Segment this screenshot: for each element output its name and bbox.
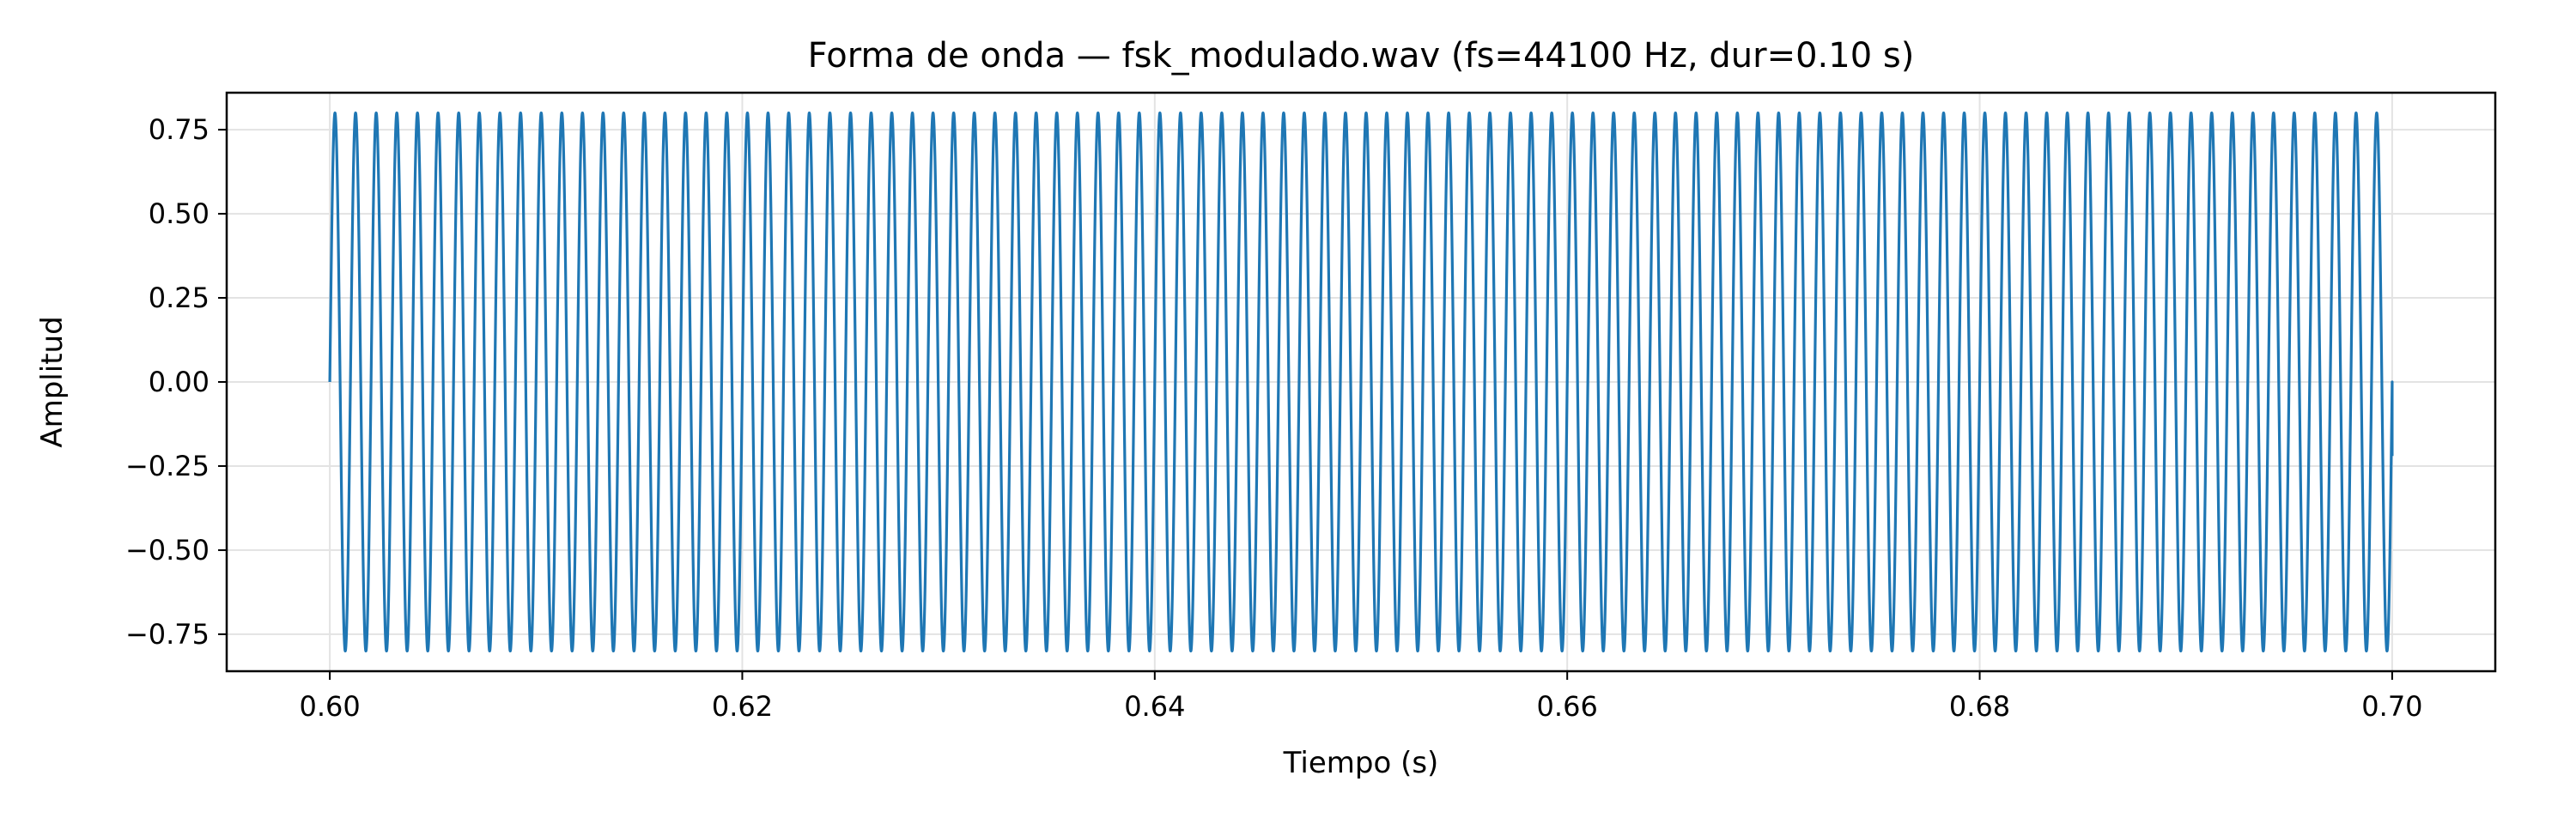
waveform-line <box>328 111 2394 653</box>
y-axis-label: Amplitud <box>35 316 70 447</box>
x-tick-label: 0.60 <box>299 690 360 723</box>
x-tick-label: 0.66 <box>1537 690 1598 723</box>
y-tick-label: −0.25 <box>125 450 210 482</box>
y-tick-label: −0.75 <box>125 618 210 651</box>
x-axis-label: Tiempo (s) <box>1283 746 1439 780</box>
x-tick-label: 0.64 <box>1124 690 1185 723</box>
x-tick-label: 0.70 <box>2361 690 2422 723</box>
x-tick-label: 0.62 <box>712 690 773 723</box>
y-tick-label: 0.00 <box>149 366 210 398</box>
y-tick-label: 0.50 <box>149 197 210 230</box>
x-tick-label: 0.68 <box>1949 690 2010 723</box>
y-tick-label: 0.75 <box>149 113 210 146</box>
chart-title: Forma de onda — fsk_modulado.wav (fs=441… <box>808 36 1915 76</box>
axis-ticks: 0.60 0.62 0.64 0.66 0.68 0.70 −0.75 −0.50 −0.25 0… <box>125 113 2423 723</box>
y-tick-label: −0.50 <box>125 534 210 566</box>
y-tick-label: 0.25 <box>149 282 210 314</box>
